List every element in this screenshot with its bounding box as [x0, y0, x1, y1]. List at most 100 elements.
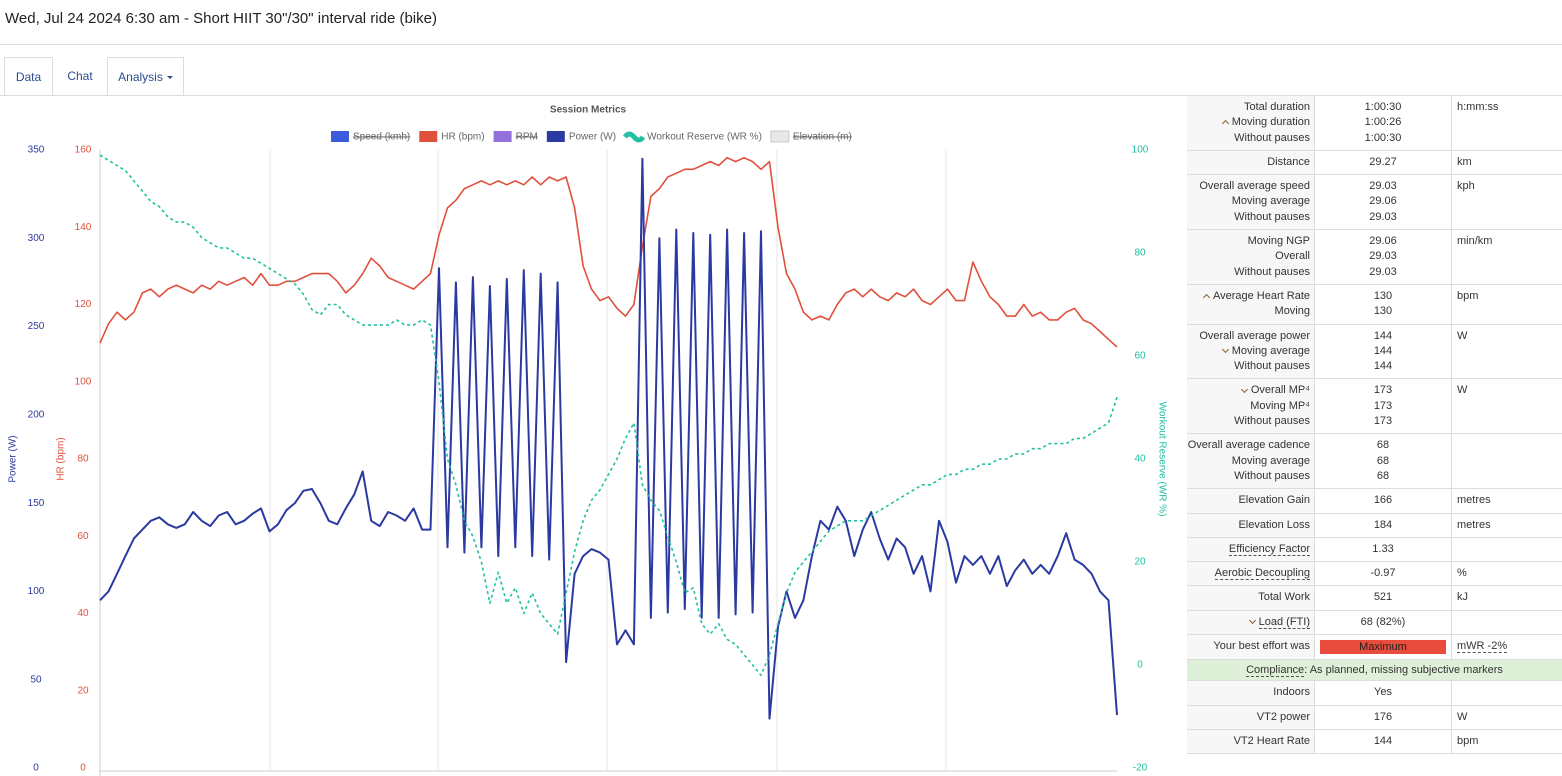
stat-label: Distance: [1187, 155, 1310, 170]
stat-label-text: Overall MP⁴: [1250, 384, 1310, 397]
stat-value: 1:00:30: [1315, 131, 1451, 146]
stat-group: Overall MP⁴ Moving MP⁴ Without pauses 173 17…: [1187, 379, 1562, 435]
stat-value: 68 (82%): [1315, 615, 1451, 630]
y-tick-label: 150: [28, 498, 45, 509]
stat-group: Your best effort was Maximum mWR -2%: [1187, 635, 1562, 661]
stat-label-text: Overall average speed: [1199, 180, 1310, 193]
stat-value: Yes: [1315, 685, 1451, 700]
y-tick-label: 300: [28, 233, 45, 244]
stat-value-text: 144: [1373, 734, 1393, 747]
stat-group: VT2 Heart Rate 144 bpm: [1187, 729, 1562, 755]
stat-value-text: 173: [1373, 399, 1393, 412]
stat-value-text: 1.33: [1372, 542, 1394, 555]
stat-label-text: Without pauses: [1234, 131, 1310, 144]
y-tick-label: 50: [30, 674, 42, 685]
stat-value: 1:00:30: [1315, 100, 1451, 115]
axis-title: HR (bpm): [56, 437, 67, 480]
stat-unit: [1457, 265, 1562, 280]
legend-swatch: [622, 131, 646, 143]
stat-unit: kph: [1457, 179, 1562, 194]
stat-label: Overall: [1187, 249, 1310, 264]
stat-label: VT2 Heart Rate: [1187, 734, 1310, 749]
legend-label: HR (bpm): [441, 132, 484, 143]
label-col: Overall average speed Moving average Witho…: [1187, 175, 1315, 230]
chevron-icon: [1221, 119, 1229, 127]
y-tick-label: 20: [77, 685, 89, 696]
unit-col: W: [1452, 325, 1562, 379]
stat-unit: bpm: [1457, 734, 1562, 749]
unit-col: kJ: [1452, 586, 1562, 609]
stat-value: Maximum: [1315, 640, 1451, 655]
unit-col: min/km: [1452, 230, 1562, 284]
stat-unit: [1457, 685, 1562, 700]
stat-unit-text: mWR -2%: [1457, 640, 1508, 654]
stat-value: 144: [1315, 359, 1451, 374]
y-tick-label: 100: [28, 586, 45, 597]
dropdown-caret: [166, 76, 173, 80]
stat-unit: [1457, 414, 1562, 429]
y-tick-label: 0: [1137, 660, 1143, 671]
chevron-icon: [1221, 345, 1229, 353]
x-grid: [269, 150, 947, 770]
stat-label: Without pauses: [1187, 210, 1310, 225]
label-col: VT2 power: [1187, 705, 1315, 729]
tab-label: Analysis: [118, 70, 163, 84]
stat-value-text: 1:00:30: [1364, 101, 1402, 113]
value-col: 29.03 29.06 29.03: [1315, 175, 1452, 230]
tab[interactable]: Chat: [67, 69, 93, 83]
stat-label: Moving average: [1187, 344, 1310, 359]
value-col: 184: [1315, 513, 1452, 537]
stat-value-text: 29.03: [1369, 265, 1397, 278]
stat-label: Elevation Gain: [1187, 493, 1310, 508]
series-line: [99, 157, 1118, 720]
stat-unit-text: min/km: [1457, 235, 1493, 248]
value-col: 29.06 29.03 29.03: [1315, 230, 1452, 284]
unit-col: km: [1452, 151, 1562, 174]
stat-value-text: 68: [1376, 469, 1390, 482]
axis-title: Power (W): [8, 435, 19, 482]
stat-value-text: 1:00:26: [1364, 116, 1402, 129]
label-col: Moving NGP Overall Without pauses: [1187, 230, 1315, 284]
tab[interactable]: Data: [4, 57, 53, 95]
tab[interactable]: Analysis: [107, 57, 184, 95]
stat-value: 144: [1315, 344, 1451, 359]
stat-label-text: Moving: [1274, 305, 1310, 318]
compliance-row: Compliance: As planned, missing subjecti…: [1187, 660, 1562, 681]
stat-unit-text: km: [1457, 155, 1472, 168]
stat-group: Indoors Yes: [1187, 681, 1562, 706]
y-tick-label: 80: [1134, 248, 1146, 259]
stat-value: 68: [1315, 454, 1451, 469]
stat-value: 144: [1315, 329, 1451, 344]
stat-value-text: 68: [1376, 454, 1390, 467]
stat-label-text: Total duration: [1243, 101, 1310, 113]
stat-unit-text: W: [1457, 329, 1468, 342]
stat-label-text: Distance: [1267, 155, 1310, 168]
stat-value: 29.03: [1315, 249, 1451, 264]
stat-value-text: 173: [1373, 384, 1393, 397]
legend-swatch: [770, 130, 790, 143]
stat-label: Overall average power: [1187, 329, 1310, 344]
stat-value-text: Maximum: [1320, 640, 1446, 655]
stat-value-text: 130: [1373, 305, 1393, 318]
y-tick-label: 140: [75, 222, 92, 233]
unit-col: bpm: [1452, 730, 1562, 753]
stat-label-text: Moving NGP: [1247, 235, 1310, 248]
stat-value: 166: [1315, 493, 1451, 508]
stat-value-text: 29.03: [1369, 250, 1397, 263]
stat-label-text: Without pauses: [1234, 469, 1310, 482]
stat-value-text: 68: [1376, 439, 1390, 452]
stat-unit: [1457, 131, 1562, 146]
stat-label-text: Load (FTI): [1258, 615, 1310, 629]
stat-unit: [1457, 454, 1562, 469]
stat-label: Elevation Loss: [1187, 518, 1310, 533]
y-tick-label: 350: [28, 145, 45, 156]
stat-label: Moving NGP: [1187, 234, 1310, 249]
chart: Session Metrics 050100150200250300350Pow…: [8, 105, 1167, 776]
stat-label: Aerobic Decoupling: [1187, 566, 1310, 581]
stat-value: 1.33: [1315, 542, 1451, 557]
stat-value: 29.03: [1315, 210, 1451, 225]
value-col: 68 (82%): [1315, 610, 1452, 635]
stat-label-text: Indoors: [1273, 686, 1310, 699]
stat-label-text: Without pauses: [1234, 265, 1310, 278]
stat-group: Load (FTI) 68 (82%): [1187, 610, 1562, 636]
